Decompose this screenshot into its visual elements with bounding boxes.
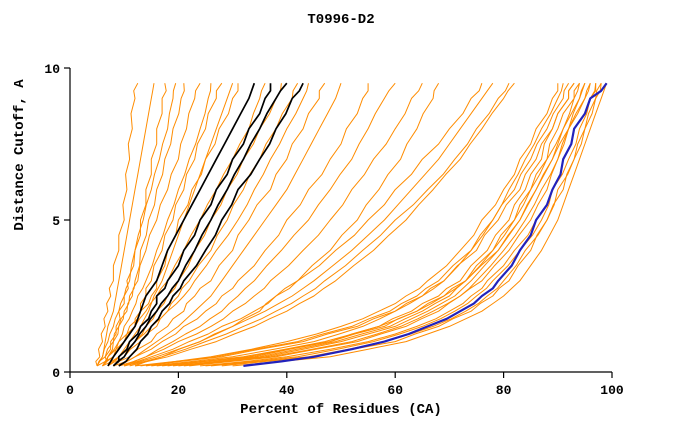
chart-title: T0996-D2 (307, 12, 375, 28)
orange-prediction-curve (178, 83, 586, 367)
orange-prediction-curve (172, 82, 586, 367)
black-highlighted-curve (112, 82, 288, 367)
orange-prediction-curve (123, 82, 396, 367)
orange-prediction-curve (118, 83, 342, 367)
black-highlighted-curve (118, 82, 304, 367)
orange-prediction-curve (102, 83, 309, 367)
x-tick-label: 20 (171, 383, 187, 398)
orange-prediction-curve (118, 82, 423, 367)
orange-prediction-curve (221, 82, 602, 367)
orange-prediction-curve (102, 83, 212, 367)
orange-prediction-curve (96, 82, 201, 367)
x-tick-label: 80 (496, 383, 512, 398)
orange-prediction-curve (102, 83, 167, 367)
blue-best-model-curve (243, 82, 608, 367)
orange-prediction-curve (96, 83, 177, 367)
orange-prediction-curve (124, 82, 510, 367)
orange-prediction-curve (134, 83, 559, 367)
y-tick-label: 5 (52, 214, 60, 229)
orange-prediction-curve (162, 82, 580, 367)
orange-prediction-curve (129, 82, 515, 367)
orange-prediction-curve (145, 82, 575, 367)
x-tick-label: 100 (600, 383, 624, 398)
orange-prediction-curve (151, 83, 564, 367)
orange-prediction-curve (102, 82, 266, 367)
y-tick-label: 0 (52, 366, 60, 381)
orange-prediction-curve (183, 83, 591, 367)
orange-prediction-curve (118, 83, 483, 367)
orange-prediction-curve (189, 82, 591, 367)
y-tick-label: 10 (44, 62, 60, 77)
orange-prediction-curve (96, 83, 155, 367)
x-tick-label: 0 (66, 383, 74, 398)
orange-prediction-curve (107, 83, 282, 367)
x-axis-label: Percent of Residues (CA) (240, 402, 442, 418)
orange-prediction-curve (156, 83, 580, 367)
orange-prediction-curve (232, 83, 608, 367)
x-tick-label: 40 (279, 383, 295, 398)
orange-prediction-curve (205, 83, 597, 367)
orange-prediction-curve (124, 82, 494, 367)
x-tick-label: 60 (387, 383, 403, 398)
orange-prediction-curve (96, 83, 239, 367)
black-highlighted-curve (112, 83, 272, 367)
orange-prediction-curve (113, 82, 299, 367)
orange-prediction-curve (113, 83, 369, 367)
orange-prediction-curve (113, 82, 326, 367)
orange-prediction-curve (95, 82, 139, 367)
black-highlighted-curve (107, 82, 256, 367)
orange-prediction-curve (140, 82, 570, 367)
